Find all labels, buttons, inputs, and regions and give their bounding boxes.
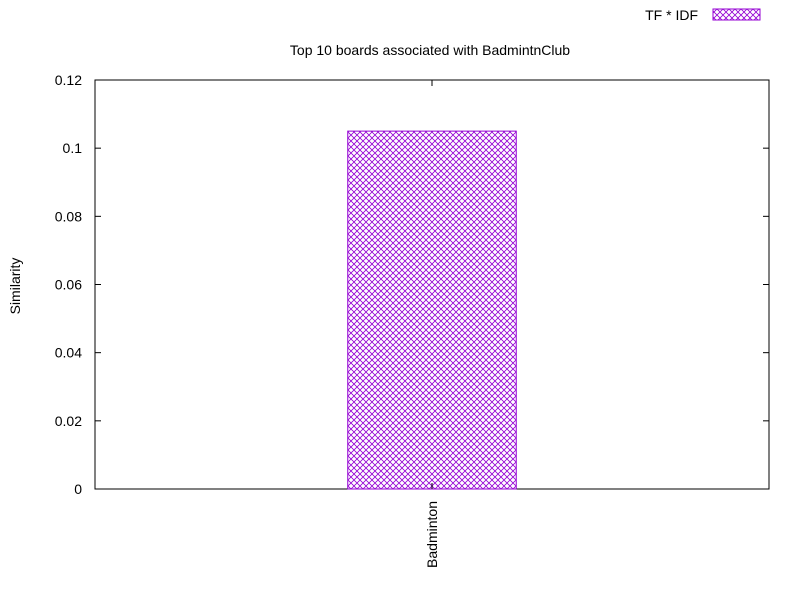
legend: TF * IDF — [645, 7, 761, 23]
bar-badminton — [347, 130, 517, 490]
chart-title: Top 10 boards associated with BadmintnCl… — [290, 42, 570, 58]
y-tick-label: 0.06 — [55, 277, 82, 293]
y-tick-label: 0.1 — [63, 140, 83, 156]
y-tick-label: 0.08 — [55, 208, 82, 224]
y-axis-label: Similarity — [7, 258, 23, 315]
y-axis: 0 0.02 0.04 0.06 0.08 0.1 0.12 — [55, 72, 769, 497]
y-tick-label: 0.04 — [55, 345, 82, 361]
y-tick-label: 0.02 — [55, 413, 82, 429]
legend-label-tf-idf: TF * IDF — [645, 7, 698, 23]
bars — [347, 130, 517, 490]
x-axis: Badminton — [424, 80, 440, 568]
x-tick-label: Badminton — [424, 501, 440, 568]
y-tick-label: 0 — [74, 481, 82, 497]
legend-swatch-tf-idf — [712, 8, 761, 21]
y-tick-label: 0.12 — [55, 72, 82, 88]
